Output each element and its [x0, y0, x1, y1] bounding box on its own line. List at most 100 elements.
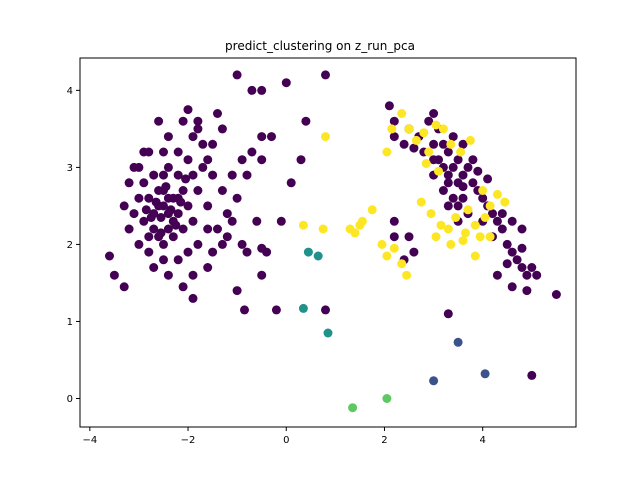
- data-point: [458, 139, 468, 149]
- data-point: [443, 178, 453, 188]
- x-tick-label: −4: [82, 435, 97, 446]
- data-point: [485, 201, 495, 211]
- data-point: [473, 166, 483, 176]
- y-tick-label: 2: [67, 240, 73, 251]
- data-point: [426, 209, 436, 219]
- data-point: [399, 139, 409, 149]
- data-point: [402, 270, 412, 280]
- data-point: [159, 147, 168, 157]
- data-point: [448, 162, 458, 172]
- data-point: [217, 124, 227, 134]
- data-point: [144, 193, 154, 203]
- data-point: [389, 132, 399, 142]
- data-point: [193, 124, 203, 134]
- data-point: [389, 243, 399, 253]
- data-point: [173, 209, 183, 219]
- data-point: [431, 232, 441, 242]
- data-point: [161, 182, 171, 192]
- y-axis: 0 1 2 3 4: [67, 86, 80, 405]
- data-point: [453, 201, 463, 211]
- data-point: [257, 85, 267, 95]
- data-point: [242, 170, 252, 180]
- data-point: [382, 147, 392, 157]
- data-point: [188, 170, 198, 180]
- data-point: [129, 162, 139, 172]
- data-point: [188, 216, 198, 226]
- data-point: [448, 193, 458, 203]
- data-point: [377, 239, 387, 249]
- data-point: [404, 232, 414, 242]
- data-point: [478, 186, 488, 195]
- data-point: [105, 251, 114, 261]
- data-point: [271, 305, 281, 315]
- y-tick-label: 4: [67, 86, 73, 97]
- data-point: [149, 224, 159, 234]
- data-point: [382, 251, 392, 261]
- data-point: [507, 216, 517, 226]
- data-point: [485, 232, 495, 242]
- data-point: [409, 143, 419, 153]
- data-point: [409, 247, 419, 257]
- data-point: [478, 193, 488, 203]
- data-point: [149, 170, 159, 180]
- data-point: [139, 178, 149, 188]
- data-point: [193, 239, 203, 249]
- data-point: [134, 239, 144, 249]
- data-point: [436, 220, 446, 230]
- data-point: [286, 178, 296, 188]
- data-point: [252, 216, 262, 226]
- data-point: [213, 109, 222, 118]
- data-point: [387, 124, 397, 134]
- data-point: [109, 270, 119, 280]
- data-point: [298, 220, 308, 230]
- chart-title: predict_clustering on z_run_pca: [225, 39, 415, 53]
- data-point: [443, 170, 453, 180]
- y-tick-label: 3: [67, 163, 73, 174]
- x-tick-label: 0: [283, 435, 289, 446]
- data-point: [232, 193, 242, 203]
- data-point: [203, 201, 213, 211]
- data-point: [242, 247, 252, 257]
- data-point: [232, 286, 242, 296]
- data-point: [502, 239, 512, 249]
- data-point: [156, 228, 166, 238]
- data-point: [551, 290, 561, 299]
- data-point: [296, 155, 306, 165]
- data-point: [389, 232, 399, 242]
- data-point: [502, 259, 512, 269]
- data-point: [181, 174, 191, 184]
- data-point: [321, 70, 330, 80]
- data-point: [443, 201, 453, 211]
- data-point: [237, 239, 247, 249]
- x-tick-label: −2: [181, 435, 196, 446]
- plot-frame: [79, 57, 577, 428]
- data-point: [173, 147, 183, 157]
- data-point: [438, 186, 448, 195]
- data-point: [156, 213, 166, 222]
- x-axis: −4 −2 0 2 4: [82, 427, 486, 446]
- x-tick-label: 4: [480, 435, 486, 446]
- data-point: [183, 201, 193, 211]
- data-point: [463, 205, 473, 215]
- data-point: [213, 224, 222, 234]
- data-point: [446, 139, 456, 149]
- data-point: [237, 155, 247, 165]
- data-point: [367, 205, 377, 215]
- data-point: [227, 216, 237, 226]
- data-point: [424, 147, 434, 157]
- data-point: [429, 376, 439, 386]
- data-point: [193, 116, 203, 126]
- data-point: [421, 159, 431, 168]
- data-point: [208, 139, 218, 149]
- data-point: [532, 270, 542, 280]
- data-point: [124, 178, 134, 188]
- data-point: [208, 170, 218, 180]
- data-point: [163, 270, 173, 280]
- data-point: [517, 224, 527, 234]
- data-point: [159, 239, 168, 249]
- data-point: [384, 101, 394, 111]
- data-point: [446, 239, 456, 249]
- data-point: [397, 109, 407, 118]
- data-point: [163, 193, 173, 203]
